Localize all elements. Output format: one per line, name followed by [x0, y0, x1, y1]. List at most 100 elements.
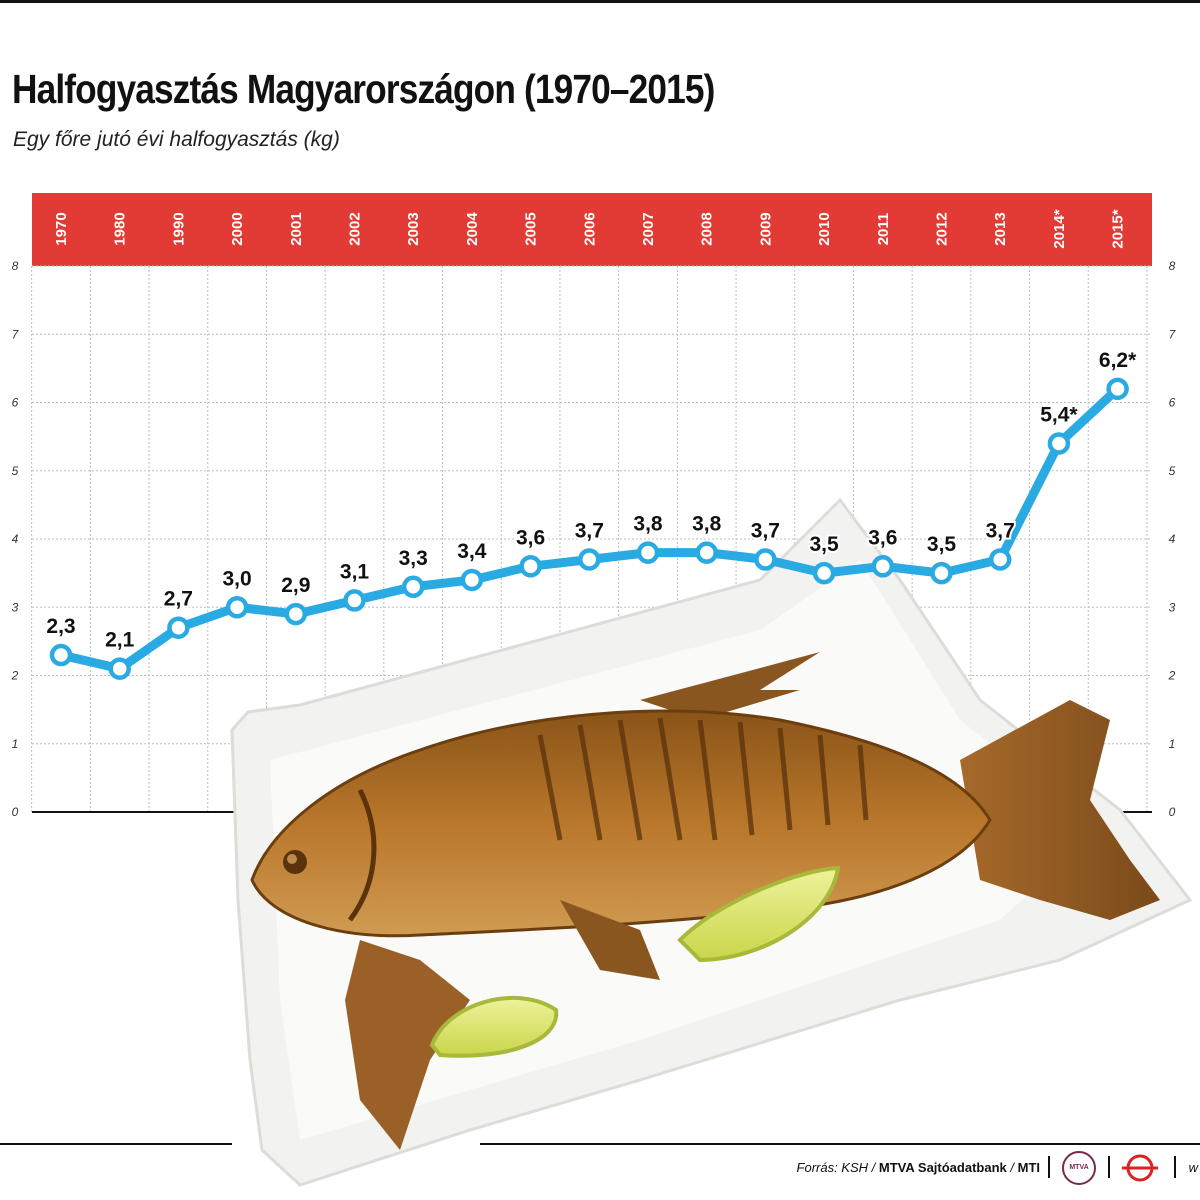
top-rule [0, 0, 1200, 3]
data-point [108, 657, 131, 680]
data-point [460, 568, 484, 592]
y-tick-label: 5 [1169, 464, 1176, 478]
year-label: 2008 [699, 212, 716, 245]
data-labels: 2,3 2,1 2,7 3,0 2,9 3,1 3,3 3,4 3,6 3,7 3,8 3,8 3,7 3… [44, 347, 1139, 654]
y-tick-label: 3 [12, 600, 19, 614]
data-label: 2,3 [46, 615, 75, 638]
data-point [578, 548, 601, 571]
y-tick-label: 8 [1169, 259, 1176, 273]
mti-logo-icon [1122, 1154, 1158, 1182]
year-label: 2007 [640, 212, 657, 245]
data-point [988, 548, 1012, 571]
data-label: 3,5 [809, 533, 839, 556]
y-tick-label: 7 [1169, 327, 1177, 341]
chart-title: Halfogyasztás Magyarországon (1970–2015) [12, 66, 715, 112]
year-label: 1970 [53, 212, 70, 245]
data-label: 2,7 [164, 588, 193, 611]
data-point [1106, 377, 1129, 401]
data-label: 3,7 [986, 519, 1015, 542]
y-axis-right: 0 1 2 3 4 5 6 7 8 [1168, 259, 1177, 819]
y-tick-label: 6 [1169, 396, 1176, 410]
source-bank: MTVA Sajtóadatbank [878, 1160, 1007, 1175]
y-tick-label: 3 [1169, 600, 1176, 614]
data-points [49, 377, 1129, 680]
data-label: 2,9 [281, 574, 310, 597]
data-label: 6,2* [1099, 349, 1137, 372]
y-tick-label: 8 [12, 259, 19, 273]
data-point [636, 541, 660, 564]
y-tick-label: 2 [11, 669, 19, 683]
year-label: 2004 [464, 212, 481, 246]
footer-separator [1174, 1156, 1176, 1178]
fried-fish-illustration [230, 497, 1193, 1187]
year-label: 2014* [1051, 209, 1068, 248]
data-label: 3,6 [516, 526, 545, 549]
y-tick-label: 2 [1168, 669, 1176, 683]
data-point [167, 616, 190, 639]
y-tick-label: 4 [12, 532, 19, 546]
data-label: 3,7 [751, 519, 780, 542]
year-header-band [32, 193, 1152, 266]
data-point [1047, 432, 1071, 455]
source-prefix: Forrás: KSH / [796, 1160, 879, 1175]
footer-separator [1108, 1156, 1110, 1178]
data-point [871, 555, 895, 578]
data-point [225, 596, 249, 619]
bottom-rule-left [0, 1143, 232, 1145]
chart-subtitle: Egy főre jutó évi halfogyasztás (kg) [13, 128, 340, 151]
data-label: 2,1 [105, 629, 135, 652]
year-label: 2009 [757, 212, 774, 245]
source-separator: / [1006, 1160, 1018, 1175]
data-label: 3,8 [633, 513, 663, 536]
data-point [343, 589, 366, 612]
y-tick-label: 1 [12, 737, 19, 751]
year-label: 2000 [229, 212, 246, 245]
data-label: 3,6 [868, 526, 897, 549]
year-label: 2003 [405, 212, 422, 245]
data-point [519, 555, 542, 578]
footer: Forrás: KSH / MTVA Sajtóadatbank / MTI M… [770, 1150, 1200, 1190]
data-point [812, 561, 836, 585]
year-label: 2005 [523, 212, 540, 245]
data-point [930, 561, 953, 585]
web-address-fragment: w [1188, 1160, 1198, 1175]
year-label: 2010 [816, 212, 833, 245]
bottom-rule-right [480, 1143, 1200, 1145]
year-label: 2015* [1110, 209, 1127, 248]
data-point [695, 541, 718, 564]
data-point [401, 575, 425, 599]
y-tick-label: 1 [1169, 737, 1176, 751]
year-label: 2013 [992, 212, 1009, 245]
data-label: 3,1 [340, 560, 370, 583]
y-tick-label: 5 [12, 464, 19, 478]
source-agency: MTI [1017, 1160, 1040, 1175]
data-point [49, 643, 73, 667]
y-tick-label: 0 [12, 805, 19, 819]
footer-separator [1048, 1156, 1050, 1178]
y-tick-label: 4 [1169, 532, 1176, 546]
y-tick-label: 6 [12, 396, 19, 410]
year-label: 2011 [875, 213, 892, 246]
y-tick-label: 7 [12, 327, 20, 341]
data-label: 3,8 [692, 513, 722, 536]
year-labels: 1970 1980 1990 2000 2001 2002 2003 2004 2005 2006… [53, 209, 1127, 248]
data-label: 5,4* [1040, 403, 1078, 426]
data-label: 3,7 [575, 519, 604, 542]
y-tick-label: 0 [1169, 805, 1176, 819]
year-label: 2006 [581, 212, 598, 245]
source-credit: Forrás: KSH / MTVA Sajtóadatbank / MTI [797, 1160, 1040, 1175]
y-axis-left: 0 1 2 3 4 5 6 7 8 [11, 259, 20, 819]
year-label: 2012 [934, 212, 951, 245]
data-point [754, 548, 777, 571]
data-label: 3,4 [457, 540, 487, 563]
data-point [284, 602, 308, 626]
year-label: 1990 [170, 212, 187, 245]
year-label: 1980 [112, 212, 129, 245]
data-label: 3,3 [399, 547, 428, 570]
data-label: 3,5 [927, 533, 957, 556]
data-label: 3,0 [222, 567, 251, 590]
mtva-logo-icon: MTVA [1062, 1151, 1096, 1185]
year-label: 2001 [288, 212, 305, 245]
year-label: 2002 [347, 212, 364, 245]
